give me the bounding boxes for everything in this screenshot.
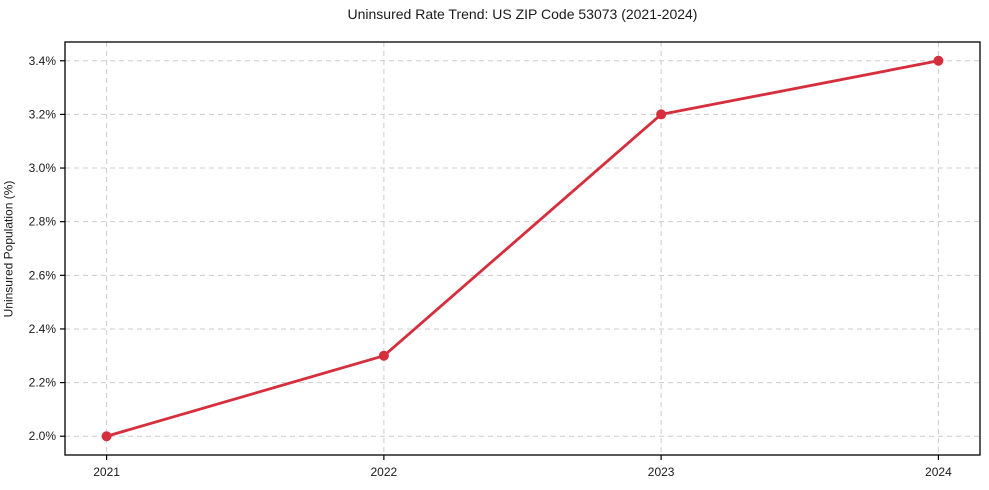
plot-border (64, 41, 981, 456)
trend-line (105, 59, 940, 438)
data-point (378, 350, 389, 361)
y-tick-label: 3.2% (29, 107, 57, 121)
y-tick-label: 2.4% (29, 322, 57, 336)
y-tick-label: 3.4% (29, 54, 57, 68)
y-tick-label: 2.0% (29, 429, 57, 443)
data-point (101, 431, 112, 442)
x-tick-label: 2022 (371, 465, 398, 479)
x-tick-label: 2023 (648, 465, 675, 479)
y-tick-label: 2.6% (29, 268, 57, 282)
data-point (933, 55, 944, 66)
y-tick-label: 3.0% (29, 161, 57, 175)
y-tick-label: 2.2% (29, 376, 57, 390)
x-tick-label: 2024 (925, 465, 952, 479)
x-tick-label: 2021 (93, 465, 120, 479)
chart-title: Uninsured Rate Trend: US ZIP Code 53073 … (347, 6, 698, 22)
data-point (656, 109, 667, 120)
y-tick-label: 2.8% (29, 215, 57, 229)
